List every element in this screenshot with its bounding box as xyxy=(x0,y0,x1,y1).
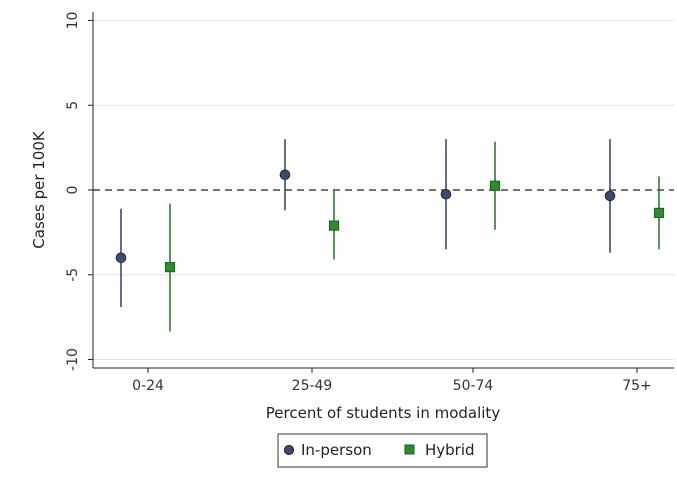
x-tick-label: 0-24 xyxy=(132,378,164,394)
legend-label-hybrid: Hybrid xyxy=(425,441,475,459)
point-hybrid xyxy=(489,180,501,191)
point-in-person xyxy=(279,169,291,181)
legend-marker-hybrid xyxy=(404,444,415,455)
point-in-person xyxy=(115,252,127,264)
point-in-person xyxy=(440,188,452,200)
y-axis-title: Cases per 100K xyxy=(30,130,48,249)
y-tick-label: -5 xyxy=(65,268,81,282)
point-in-person xyxy=(604,190,616,202)
x-axis-title: Percent of students in modality xyxy=(266,404,501,422)
x-tick-label: 75+ xyxy=(622,378,652,394)
legend-marker-in-person xyxy=(283,444,295,456)
point-hybrid xyxy=(164,262,176,273)
legend-box xyxy=(277,433,488,468)
y-tick-label: 0 xyxy=(65,186,81,195)
y-tick-label: 5 xyxy=(65,101,81,110)
legend-label-in-person: In-person xyxy=(301,441,372,459)
y-tick-label: -10 xyxy=(65,348,81,371)
point-hybrid xyxy=(653,207,665,218)
point-hybrid xyxy=(328,220,340,231)
x-tick-label: 25-49 xyxy=(292,378,333,394)
y-tick-label: 10 xyxy=(65,12,81,30)
legend: In-person Hybrid xyxy=(277,433,488,468)
x-tick-label: 50-74 xyxy=(453,378,494,394)
